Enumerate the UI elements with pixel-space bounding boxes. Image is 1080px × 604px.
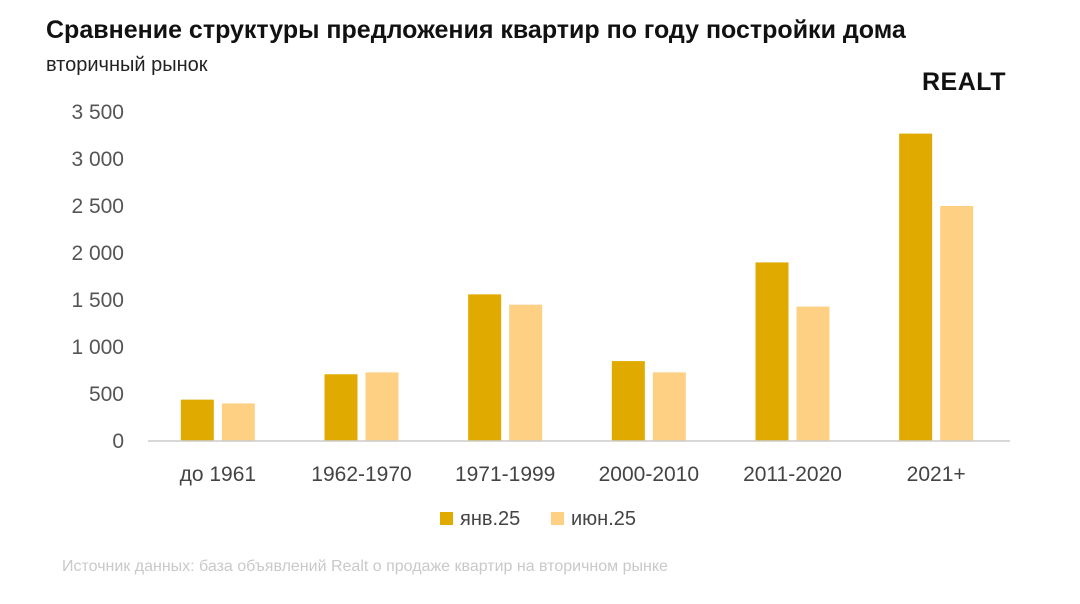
y-tick-label: 0 xyxy=(112,430,124,453)
chart-title: Сравнение структуры предложения квартир … xyxy=(46,16,906,44)
bar-jun xyxy=(509,304,543,441)
bar-jan xyxy=(324,374,358,441)
y-tick-label: 1 500 xyxy=(71,289,124,312)
bar-jun xyxy=(940,206,974,441)
legend-swatch xyxy=(440,512,453,525)
x-category-label: 2021+ xyxy=(907,463,966,486)
bar-jun xyxy=(796,306,830,441)
bar-jan xyxy=(468,294,502,441)
legend: янв.25 июн.25 xyxy=(440,508,636,530)
bar-jan xyxy=(180,399,214,441)
x-category-label: 2000-2010 xyxy=(599,463,699,486)
bar-jan xyxy=(611,361,645,441)
bar-jun xyxy=(221,403,255,441)
source-note: Источник данных: база объявлений Realt о… xyxy=(62,558,668,575)
y-tick-label: 1 000 xyxy=(71,336,124,359)
bar-jan xyxy=(755,262,789,441)
y-tick-label: 3 000 xyxy=(71,148,124,171)
y-axis-ticks: 0 500 1 000 1 500 2 000 2 500 3 000 3 500 xyxy=(71,101,124,453)
x-category-label: 1962-1970 xyxy=(311,463,411,486)
x-category-label: 1971-1999 xyxy=(455,463,555,486)
chart-subtitle: вторичный рынок xyxy=(46,54,208,76)
bar-jun xyxy=(365,372,399,441)
legend-label: июн.25 xyxy=(571,508,636,530)
legend-label: янв.25 xyxy=(460,508,520,530)
realt-logo: REALT xyxy=(922,68,1006,96)
x-category-label: 2011-2020 xyxy=(743,463,842,486)
legend-swatch xyxy=(551,512,564,525)
bar-jan xyxy=(899,133,933,441)
y-tick-label: 2 500 xyxy=(71,195,124,218)
bars xyxy=(180,133,974,441)
y-tick-label: 3 500 xyxy=(71,101,124,124)
x-axis-categories: до 1961 1962-1970 1971-1999 2000-2010 2011-2… xyxy=(180,463,966,486)
bar-jun xyxy=(652,372,686,441)
x-category-label: до 1961 xyxy=(180,463,256,486)
y-tick-label: 2 000 xyxy=(71,242,124,265)
y-tick-label: 500 xyxy=(89,383,124,406)
